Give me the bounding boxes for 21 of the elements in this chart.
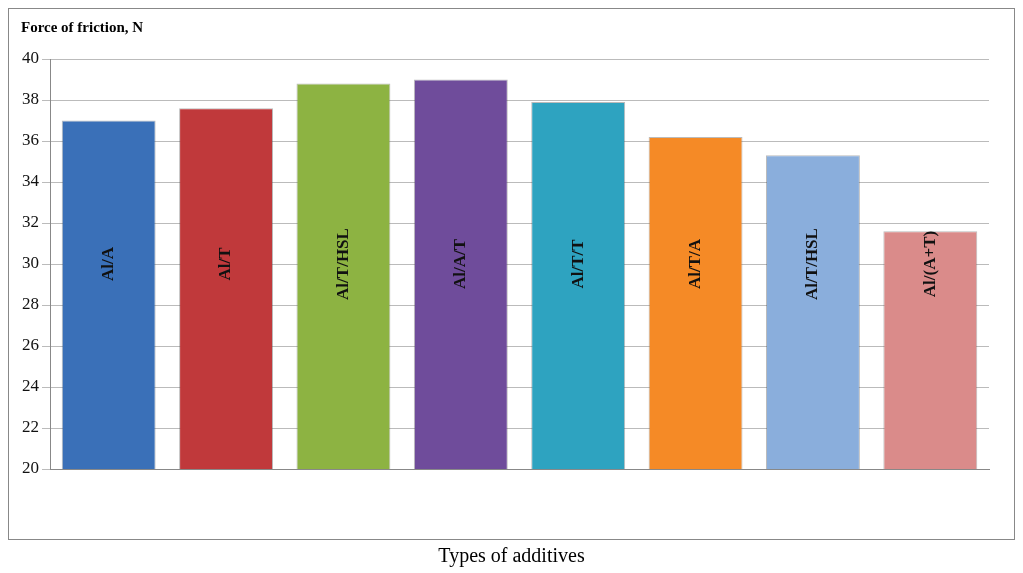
- y-tick-label: 38: [22, 89, 39, 109]
- y-tick-label: 30: [22, 253, 39, 273]
- x-tick-label: Al/T/T: [567, 238, 587, 289]
- x-axis-title: Types of additives: [437, 544, 586, 567]
- y-tick-label: 26: [22, 335, 39, 355]
- y-tick-label: 32: [22, 212, 39, 232]
- x-tick-label: Al/(A+T): [919, 230, 939, 298]
- y-tick-label: 20: [22, 458, 39, 478]
- x-tick-label: Al/T/HSL: [332, 228, 352, 300]
- x-tick-label: Al/A/T: [450, 238, 470, 290]
- y-tick-label: 34: [22, 171, 40, 191]
- y-axis-title: Force of friction, N: [21, 19, 144, 36]
- x-tick-label: Al/A: [98, 246, 118, 281]
- y-tick-label: 28: [22, 294, 39, 314]
- x-tick-label: Al/T: [215, 246, 235, 281]
- x-tick-label: Al/T/HSL: [802, 228, 822, 300]
- y-tick-label: 36: [22, 130, 39, 150]
- y-tick-label: 24: [22, 376, 40, 396]
- x-tick-label: Al/T/A: [684, 238, 704, 290]
- y-tick-label: 40: [22, 48, 39, 68]
- y-tick-label: 22: [22, 417, 39, 437]
